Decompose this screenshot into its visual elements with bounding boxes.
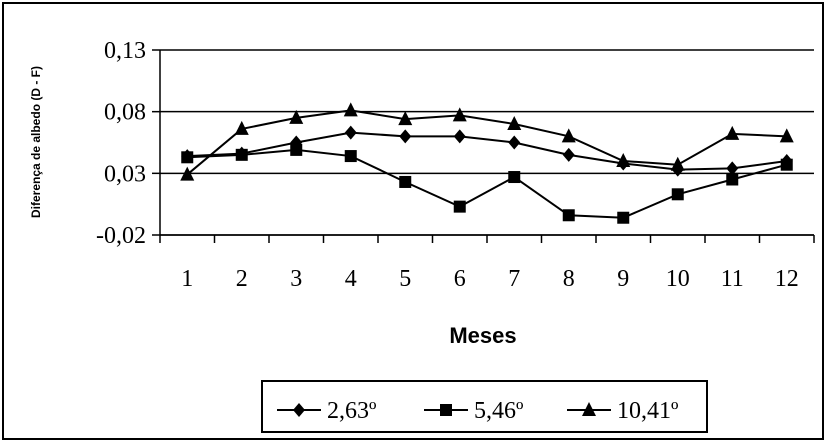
- data-point-square: [617, 211, 630, 224]
- data-point-triangle: [289, 109, 304, 124]
- data-point-triangle: [670, 156, 685, 171]
- data-point-square: [399, 175, 412, 188]
- x-tick-label: 7: [508, 266, 520, 292]
- legend-entry: 10,41º: [567, 398, 679, 424]
- x-tick-label: 2: [236, 266, 248, 292]
- series-triangle: [180, 102, 794, 181]
- data-point-square: [780, 158, 793, 171]
- y-axis-label: Diferença de albedo (D - F): [29, 66, 43, 218]
- x-tick-label: 4: [345, 266, 357, 292]
- y-tick-label: 0,08: [104, 100, 146, 126]
- series-line: [187, 148, 788, 219]
- data-point-triangle: [234, 120, 249, 135]
- axes: [152, 49, 815, 243]
- legend: 2,63º 5,46º 10,41º: [261, 380, 708, 433]
- x-tick-label: 3: [290, 266, 302, 292]
- data-point-diamond: [508, 135, 521, 150]
- legend-marker-triangle: [582, 402, 596, 416]
- x-axis-label: Meses: [449, 323, 516, 348]
- data-point-triangle: [180, 166, 195, 181]
- data-point-triangle: [725, 125, 740, 140]
- x-tick-label: 11: [721, 266, 744, 292]
- series-group: [180, 102, 794, 224]
- legend-label: 10,41º: [617, 398, 679, 424]
- legend-entry: 2,63º: [277, 398, 377, 424]
- legend-entry: 5,46º: [424, 398, 524, 424]
- data-point-square: [508, 171, 521, 184]
- data-point-triangle: [561, 128, 576, 143]
- legend-marker-square: [440, 404, 452, 416]
- data-point-triangle: [779, 128, 794, 143]
- legend-marker-diamond: [293, 403, 305, 417]
- data-point-square: [726, 173, 739, 186]
- x-tick-label: 10: [666, 266, 690, 292]
- x-tick-label: 9: [617, 266, 629, 292]
- data-point-diamond: [344, 125, 357, 140]
- series-square: [181, 143, 793, 224]
- series-line: [186, 109, 787, 176]
- legend-label: 2,63º: [327, 398, 377, 424]
- data-point-triangle: [452, 107, 467, 122]
- data-point-square: [562, 209, 575, 222]
- data-point-square: [290, 143, 303, 156]
- data-point-square: [453, 200, 466, 213]
- y-tick-label: 0,13: [104, 38, 146, 64]
- y-tick-labels: 0,13 0,08 0,03 -0,02: [96, 38, 146, 249]
- data-point-square: [235, 148, 248, 161]
- x-tick-label: 8: [563, 266, 575, 292]
- legend-box: [261, 380, 708, 433]
- x-tick-label: 12: [775, 266, 799, 292]
- data-point-triangle: [398, 111, 413, 126]
- x-tick-label: 1: [181, 266, 193, 292]
- data-point-square: [181, 151, 194, 164]
- data-point-triangle: [507, 116, 522, 130]
- data-point-diamond: [453, 129, 466, 144]
- data-point-diamond: [726, 161, 739, 176]
- chart-frame: [2, 2, 824, 440]
- data-point-square: [344, 150, 357, 163]
- data-point-triangle: [343, 102, 358, 117]
- y-tick-label: -0,02: [96, 223, 146, 249]
- y-tick-label: 0,03: [104, 161, 146, 187]
- data-point-diamond: [562, 147, 575, 162]
- data-point-square: [671, 188, 684, 201]
- data-point-diamond: [399, 129, 412, 144]
- legend-label: 5,46º: [474, 398, 524, 424]
- x-tick-label: 6: [454, 266, 466, 292]
- x-tick-label: 5: [399, 266, 411, 292]
- series-line: [187, 131, 787, 171]
- data-point-triangle: [616, 153, 631, 167]
- x-tick-labels: 1 2 3 4 5 6 7 8 9 10 11 12: [181, 266, 799, 292]
